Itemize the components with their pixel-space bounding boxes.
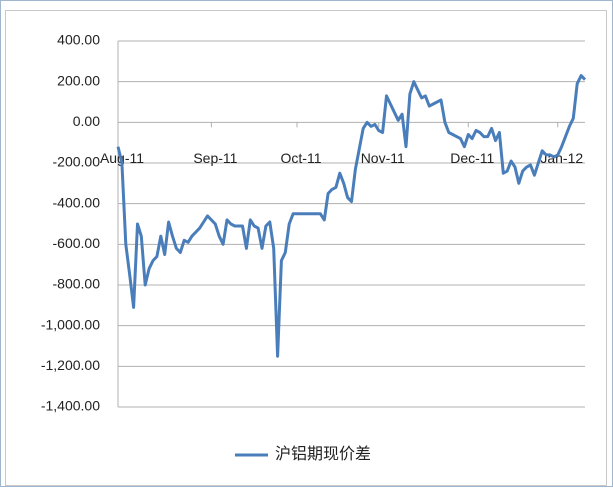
legend-label: 沪铝期现价差 bbox=[275, 445, 371, 463]
y-tick-label: 0.00 bbox=[73, 113, 100, 129]
data-line bbox=[116, 74, 587, 358]
x-tick-label: Sep-11 bbox=[193, 150, 237, 166]
plot-frame bbox=[5, 10, 607, 486]
y-tick-label: -1,400.00 bbox=[41, 398, 100, 414]
x-tick-label: Oct-11 bbox=[281, 150, 322, 166]
y-tick-label: -400.00 bbox=[53, 194, 101, 210]
y-tick-label: -800.00 bbox=[53, 276, 101, 292]
y-tick-label: -1,000.00 bbox=[41, 316, 100, 332]
y-tick-label: -600.00 bbox=[53, 235, 101, 251]
x-tick-label: Nov-11 bbox=[361, 150, 405, 166]
x-tick-label: Dec-11 bbox=[450, 150, 494, 166]
y-tick-label: 200.00 bbox=[57, 72, 100, 88]
y-tick-label: -1,200.00 bbox=[41, 357, 100, 373]
y-tick-label: -200.00 bbox=[53, 154, 101, 170]
y-tick-label: 400.00 bbox=[57, 32, 100, 48]
x-tick-label: Jan-12 bbox=[540, 150, 583, 166]
